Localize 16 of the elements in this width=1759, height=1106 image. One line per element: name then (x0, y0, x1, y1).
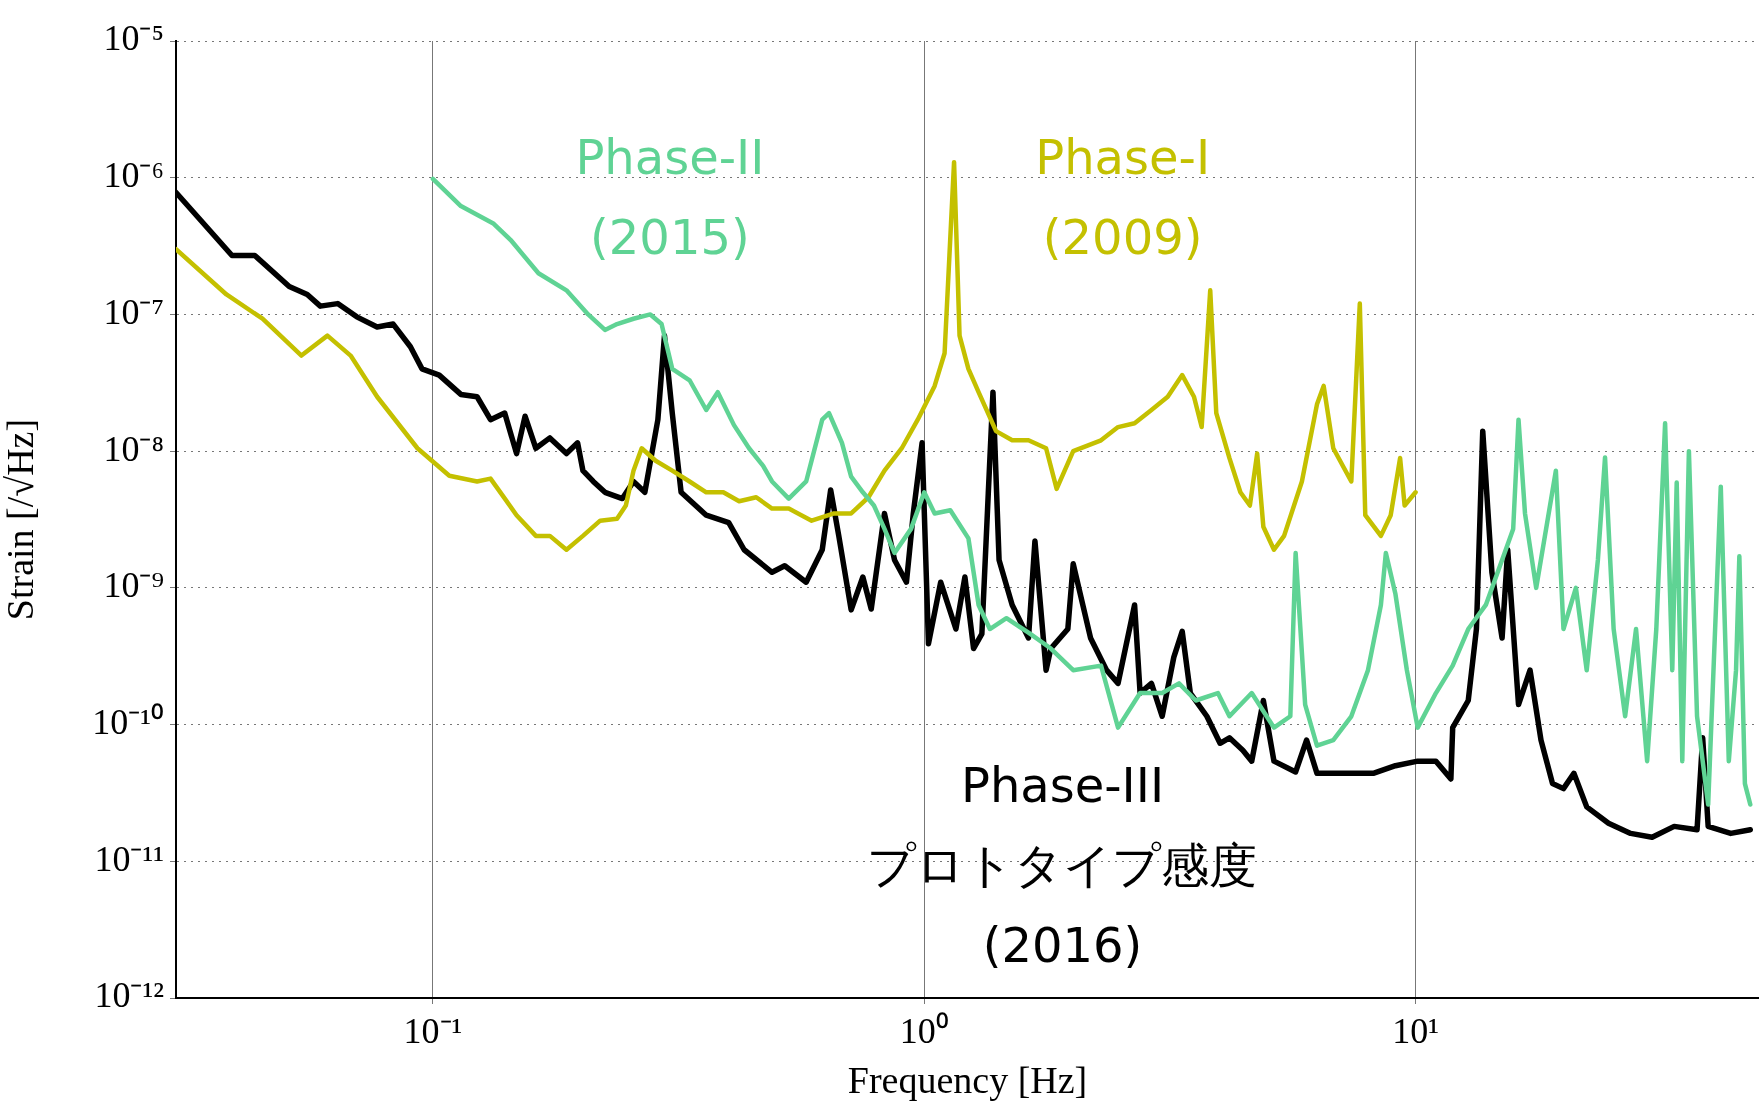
x-tick-label: 10¹ (1392, 1011, 1439, 1052)
y-tick-label: 10⁻⁹ (103, 565, 164, 606)
y-tick-label: 10⁻¹⁰ (92, 702, 164, 743)
x-axis-title: Frequency [Hz] (847, 1059, 1088, 1102)
y-tick-label: 10⁻⁸ (103, 428, 164, 469)
y-tick-label: 10⁻⁵ (103, 18, 164, 59)
x-tick-label: 10⁻¹ (403, 1011, 463, 1052)
y-tick-label: 10⁻⁷ (103, 291, 164, 332)
y-axis-title: Strain [/√Hz] (0, 418, 41, 621)
y-tick-label: 10⁻⁶ (103, 155, 164, 196)
series-label: Phase-III プロトタイプ感度 (2016) (867, 757, 1258, 974)
series-label: Phase-II (2015) (575, 129, 765, 266)
y-tick-label: 10⁻¹¹ (94, 838, 164, 879)
y-tick-label: 10⁻¹² (94, 975, 164, 1016)
x-tick-label: 10⁰ (899, 1011, 949, 1052)
series-label: Phase-I (2009) (1035, 129, 1211, 266)
